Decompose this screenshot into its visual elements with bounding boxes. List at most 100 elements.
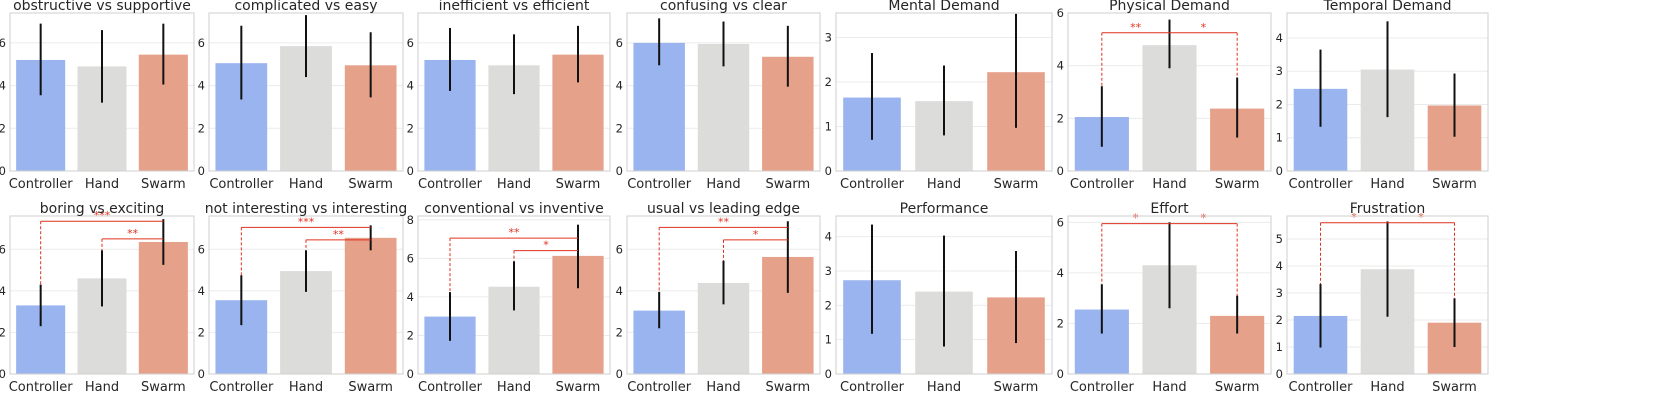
y-tick-label: 6	[1057, 215, 1064, 229]
y-tick-label: 1	[1276, 131, 1283, 145]
chart-title: Frustration	[1350, 201, 1426, 217]
y-tick-label: 4	[616, 284, 623, 298]
x-tick-label: Controller	[1070, 177, 1135, 192]
y-tick-label: 0	[825, 164, 832, 178]
y-tick-label: 2	[0, 121, 6, 135]
y-tick-label: 4	[1057, 59, 1064, 73]
chart-panel: 0 2 4 6 Controller Hand Swarm inefficient vs ef…	[407, 0, 611, 192]
y-tick-label: 4	[0, 284, 6, 298]
x-tick-label: Hand	[289, 380, 323, 395]
significance-label: **	[509, 226, 521, 239]
significance-label: *	[753, 228, 759, 241]
y-tick-label: 0	[616, 367, 623, 381]
x-tick-label: Controller	[9, 177, 74, 192]
chart-panel: 0 1 2 3 Controller Hand Swarm Mental Demand	[825, 0, 1053, 192]
y-tick-label: 0	[198, 367, 205, 381]
x-tick-label: Controller	[840, 380, 905, 395]
significance-label: **	[333, 228, 345, 241]
bar-swarm	[344, 237, 397, 374]
x-tick-label: Hand	[497, 380, 531, 395]
significance-label: *	[1201, 21, 1207, 34]
axes-frame	[1067, 12, 1272, 172]
x-tick-label: Swarm	[556, 177, 601, 192]
chart-panel: 0 2 4 6 Controller Hand Swarm obstructive vs su…	[0, 0, 195, 192]
y-tick-label: 2	[616, 325, 623, 339]
y-tick-label: 8	[407, 213, 414, 227]
y-tick-label: 6	[407, 251, 414, 265]
y-tick-label: 2	[1057, 316, 1064, 330]
y-tick-label: 6	[1057, 6, 1064, 20]
y-tick-label: 4	[825, 230, 832, 244]
chart-title: obstructive vs supportive	[13, 0, 191, 14]
x-tick-label: Swarm	[348, 177, 393, 192]
axes-frame	[208, 215, 404, 375]
chart-panel: 0 1 2 3 4 Controller Hand Swarm Performance	[825, 201, 1053, 395]
x-tick-label: Swarm	[141, 380, 186, 395]
y-tick-label: 6	[616, 36, 623, 50]
x-tick-label: Swarm	[1215, 380, 1260, 395]
y-tick-label: 2	[407, 121, 414, 135]
x-tick-label: Swarm	[994, 380, 1039, 395]
y-tick-label: 6	[407, 36, 414, 50]
y-tick-label: 3	[1276, 64, 1283, 78]
y-tick-label: 2	[1057, 111, 1064, 125]
chart-title: inefficient vs efficient	[439, 0, 590, 14]
y-tick-label: 3	[825, 30, 832, 44]
x-tick-label: Hand	[85, 177, 119, 192]
y-tick-label: 4	[616, 79, 623, 93]
y-tick-label: 2	[1276, 313, 1283, 327]
significance-label: *	[1201, 212, 1207, 225]
y-tick-label: 1	[825, 119, 832, 133]
y-tick-label: 0	[407, 164, 414, 178]
axes-frame	[417, 12, 611, 172]
y-tick-label: 2	[198, 325, 205, 339]
x-tick-label: Hand	[1370, 177, 1404, 192]
y-tick-label: 2	[825, 298, 832, 312]
chart-title: boring vs exciting	[40, 201, 164, 217]
y-tick-label: 4	[198, 284, 205, 298]
x-tick-label: Hand	[1152, 380, 1186, 395]
x-tick-label: Hand	[927, 380, 961, 395]
chart-title: Mental Demand	[888, 0, 999, 14]
y-tick-label: 1	[1276, 340, 1283, 354]
axes-frame	[417, 215, 611, 375]
axes-frame	[835, 12, 1053, 172]
y-tick-label: 4	[1276, 31, 1283, 45]
chart-panel: 0 2 4 6 Controller Hand Swarm confusing vs clea…	[616, 0, 821, 192]
axes-frame	[1286, 12, 1489, 172]
x-tick-label: Hand	[85, 380, 119, 395]
y-tick-label: 2	[616, 121, 623, 135]
x-tick-label: Hand	[1152, 177, 1186, 192]
y-tick-label: 0	[0, 164, 6, 178]
y-tick-label: 6	[0, 36, 6, 50]
x-tick-label: Hand	[927, 177, 961, 192]
y-tick-label: 4	[1276, 259, 1283, 273]
x-tick-label: Swarm	[1215, 177, 1260, 192]
x-tick-label: Swarm	[1432, 380, 1477, 395]
significance-label: *	[1133, 212, 1139, 225]
x-tick-label: Controller	[1070, 380, 1135, 395]
chart-title: complicated vs easy	[234, 0, 377, 14]
significance-label: **	[718, 215, 730, 228]
y-tick-label: 2	[198, 121, 205, 135]
y-tick-label: 5	[1276, 232, 1283, 246]
x-tick-label: Swarm	[766, 177, 811, 192]
y-tick-label: 6	[198, 242, 205, 256]
x-tick-label: Hand	[706, 380, 740, 395]
axes-frame	[626, 215, 821, 375]
y-tick-label: 4	[407, 290, 414, 304]
y-tick-label: 0	[825, 367, 832, 381]
x-tick-label: Hand	[497, 177, 531, 192]
axes-frame	[626, 12, 821, 172]
y-tick-label: 6	[198, 36, 205, 50]
chart-title: confusing vs clear	[660, 0, 787, 14]
y-tick-label: 3	[825, 264, 832, 278]
y-tick-label: 2	[825, 75, 832, 89]
x-tick-label: Swarm	[348, 380, 393, 395]
y-tick-label: 2	[1276, 97, 1283, 111]
